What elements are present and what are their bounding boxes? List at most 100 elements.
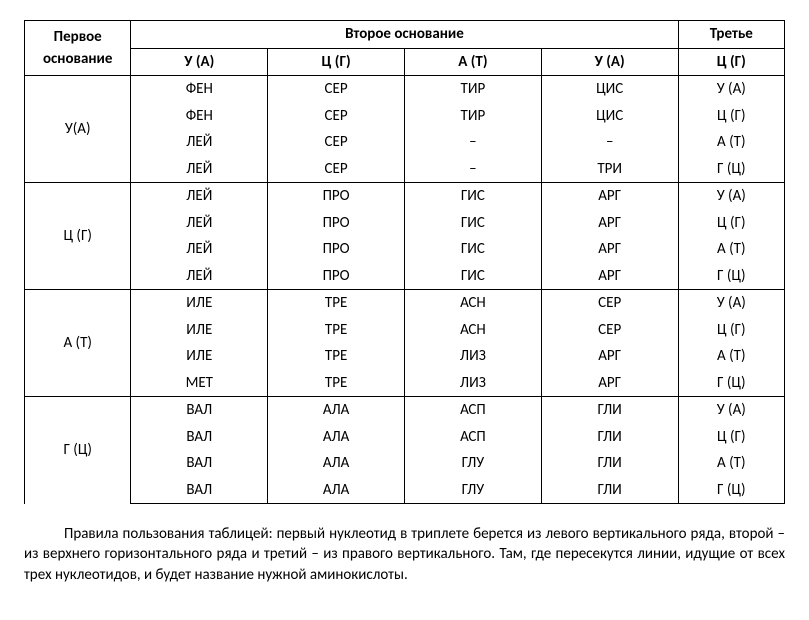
table-row: ВАЛАЛАГЛУГЛИГ (Ц) — [25, 477, 785, 504]
third-base-cell: А (Т) — [678, 343, 784, 370]
third-base-cell: Ц (Г) — [678, 210, 784, 237]
third-base-cell: А (Т) — [678, 450, 784, 477]
amino-cell: МЕТ — [131, 370, 268, 397]
third-base-cell: А (Т) — [678, 129, 784, 156]
amino-cell: СЕР — [268, 103, 405, 130]
table-row: ИЛЕТРЕЛИЗАРГА (Т) — [25, 343, 785, 370]
third-base-cell: А (Т) — [678, 236, 784, 263]
third-base-cell: Ц (Г) — [678, 317, 784, 344]
amino-cell: ФЕН — [131, 76, 268, 103]
amino-cell: АРГ — [541, 183, 678, 210]
table-row: Ц (Г)ЛЕЙПРОГИСАРГУ (А) — [25, 183, 785, 210]
amino-cell: ТРЕ — [268, 343, 405, 370]
amino-cell: АРГ — [541, 210, 678, 237]
amino-cell: ЛЕЙ — [131, 263, 268, 290]
amino-cell: ИЛЕ — [131, 317, 268, 344]
amino-cell: ВАЛ — [131, 450, 268, 477]
table-row: ЛЕЙПРОГИСАРГГ (Ц) — [25, 263, 785, 290]
amino-cell: ГИС — [404, 263, 541, 290]
amino-cell: ГЛИ — [541, 424, 678, 451]
third-base-cell: У (А) — [678, 397, 784, 424]
amino-cell: – — [404, 129, 541, 156]
amino-cell: АСН — [404, 290, 541, 317]
table-row: ВАЛАЛААСПГЛИЦ (Г) — [25, 424, 785, 451]
amino-cell: АРГ — [541, 263, 678, 290]
amino-cell: ТРЕ — [268, 290, 405, 317]
amino-cell: ПРО — [268, 263, 405, 290]
third-base-cell: Г (Ц) — [678, 263, 784, 290]
table-row: У(А)ФЕНСЕРТИРЦИСУ (А) — [25, 76, 785, 103]
amino-cell: ЦИС — [541, 76, 678, 103]
table-row: ВАЛАЛАГЛУГЛИА (Т) — [25, 450, 785, 477]
amino-cell: ЛЕЙ — [131, 236, 268, 263]
third-base-cell: У (А) — [678, 183, 784, 210]
amino-cell: ТРЕ — [268, 317, 405, 344]
third-base-cell: Г (Ц) — [678, 156, 784, 183]
amino-cell: ГЛИ — [541, 450, 678, 477]
amino-cell: АРГ — [541, 370, 678, 397]
amino-cell: ГЛИ — [541, 477, 678, 504]
header-col-2: Ц (Г) — [268, 48, 405, 76]
amino-cell: ЛЕЙ — [131, 183, 268, 210]
amino-cell: АСП — [404, 397, 541, 424]
amino-cell: ИЛЕ — [131, 290, 268, 317]
amino-cell: – — [404, 156, 541, 183]
caption-content: Правила пользования таблицей: первый нук… — [24, 525, 785, 584]
table-row: ЛЕЙСЕР––А (Т) — [25, 129, 785, 156]
amino-cell: ПРО — [268, 236, 405, 263]
amino-cell: АРГ — [541, 236, 678, 263]
third-base-cell: Ц (Г) — [678, 103, 784, 130]
amino-cell: ЛИЗ — [404, 343, 541, 370]
amino-cell: ГИС — [404, 183, 541, 210]
header-third-base: Третье — [678, 21, 784, 49]
table-row: ЛЕЙПРОГИСАРГЦ (Г) — [25, 210, 785, 237]
amino-cell: ФЕН — [131, 103, 268, 130]
amino-cell: ТРИ — [541, 156, 678, 183]
amino-cell: – — [541, 129, 678, 156]
amino-cell: АЛА — [268, 424, 405, 451]
amino-cell: ПРО — [268, 183, 405, 210]
header-col-4: У (А) — [541, 48, 678, 76]
amino-cell: СЕР — [268, 76, 405, 103]
third-base-cell: У (А) — [678, 76, 784, 103]
amino-cell: ЛИЗ — [404, 370, 541, 397]
amino-cell: ГИС — [404, 236, 541, 263]
table-row: Г (Ц)ВАЛАЛААСПГЛИУ (А) — [25, 397, 785, 424]
header-first-base: Первое основание — [25, 21, 131, 76]
header-col-3: А (Т) — [404, 48, 541, 76]
amino-cell: ЛЕЙ — [131, 156, 268, 183]
first-base-cell: У(А) — [25, 76, 131, 183]
table-row: А (Т)ИЛЕТРЕАСНСЕРУ (А) — [25, 290, 785, 317]
amino-cell: ГЛУ — [404, 477, 541, 504]
amino-cell: АЛА — [268, 477, 405, 504]
amino-cell: АЛА — [268, 397, 405, 424]
amino-cell: ГЛИ — [541, 397, 678, 424]
header-third-base-sub: Ц (Г) — [678, 48, 784, 76]
amino-cell: ЛЕЙ — [131, 129, 268, 156]
table-body: У(А)ФЕНСЕРТИРЦИСУ (А)ФЕНСЕРТИРЦИСЦ (Г)ЛЕ… — [25, 76, 785, 504]
header-col-1: У (А) — [131, 48, 268, 76]
amino-cell: ВАЛ — [131, 477, 268, 504]
amino-cell: ЦИС — [541, 103, 678, 130]
amino-cell: СЕР — [268, 156, 405, 183]
amino-cell: ТИР — [404, 103, 541, 130]
amino-cell: ТРЕ — [268, 370, 405, 397]
amino-cell: ЛЕЙ — [131, 210, 268, 237]
amino-cell: СЕР — [541, 317, 678, 344]
first-base-cell: Ц (Г) — [25, 183, 131, 290]
third-base-cell: Ц (Г) — [678, 424, 784, 451]
third-base-cell: У (А) — [678, 290, 784, 317]
table-header: Первое основание Второе основание Третье… — [25, 21, 785, 76]
table-row: ЛЕЙПРОГИСАРГА (Т) — [25, 236, 785, 263]
table-row: МЕТТРЕЛИЗАРГГ (Ц) — [25, 370, 785, 397]
table-row: ИЛЕТРЕАСНСЕРЦ (Г) — [25, 317, 785, 344]
codon-table: Первое основание Второе основание Третье… — [24, 20, 785, 504]
amino-cell: СЕР — [268, 129, 405, 156]
header-second-base: Второе основание — [131, 21, 678, 49]
amino-cell: СЕР — [541, 290, 678, 317]
table-row: ЛЕЙСЕР–ТРИГ (Ц) — [25, 156, 785, 183]
first-base-cell: Г (Ц) — [25, 397, 131, 504]
amino-cell: АСП — [404, 424, 541, 451]
amino-cell: ИЛЕ — [131, 343, 268, 370]
third-base-cell: Г (Ц) — [678, 370, 784, 397]
